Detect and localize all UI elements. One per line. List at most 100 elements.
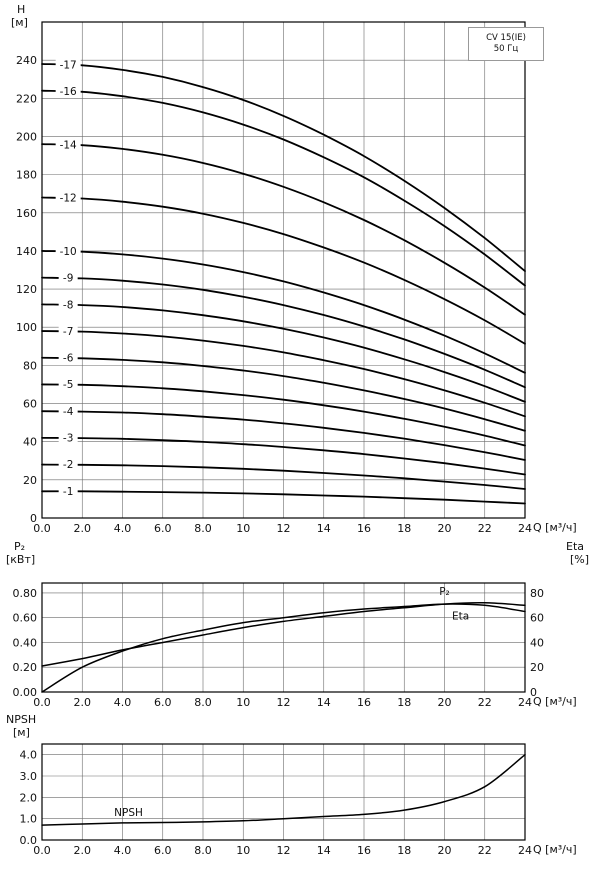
eta-axis-label-symbol: Eta [566, 540, 585, 553]
curve-label-NPSH: NPSH [114, 807, 143, 819]
svg-text:40: 40 [530, 636, 544, 649]
head-q-axis-label: Q [м³/ч] [533, 521, 577, 534]
svg-text:40: 40 [23, 436, 37, 449]
chart-p2eta: 0.0 2.0 4.0 6.0 8.0 10 12 14 16 18 20 22 24 0.00 0.20 0… [13, 582, 545, 709]
svg-text:80: 80 [530, 587, 544, 600]
svg-text:60: 60 [530, 612, 544, 625]
svg-text:4.0: 4.0 [20, 749, 38, 762]
curve--3 [41, 436, 526, 476]
svg-text:180: 180 [16, 169, 37, 182]
grid-head [41, 22, 526, 519]
svg-text:0.0: 0.0 [20, 834, 38, 847]
curve-label-Eta: Eta [452, 611, 469, 623]
curve-label--16: -16 [60, 86, 77, 98]
svg-text:160: 160 [16, 207, 37, 220]
svg-text:20: 20 [23, 474, 37, 487]
curve-label--3: -3 [63, 433, 73, 445]
svg-text:22: 22 [478, 522, 492, 535]
svg-text:4.0: 4.0 [114, 696, 132, 709]
head-axis-label-unit: [м] [11, 16, 28, 29]
curve-label--6: -6 [63, 353, 74, 365]
curve-label--2: -2 [63, 459, 73, 471]
svg-text:14: 14 [317, 696, 331, 709]
curve-NPSH [41, 753, 526, 826]
head-axis-label-symbol: H [17, 3, 26, 16]
pump-model-text: CV 15(IE) [486, 33, 526, 43]
frame-p2eta [41, 582, 526, 693]
svg-text:18: 18 [397, 844, 411, 857]
svg-text:20: 20 [438, 696, 452, 709]
svg-text:2.0: 2.0 [74, 696, 92, 709]
curve-Eta [41, 603, 526, 693]
svg-text:14: 14 [317, 522, 331, 535]
svg-text:16: 16 [357, 522, 371, 535]
curve--2 [41, 463, 526, 490]
svg-text:0.80: 0.80 [13, 587, 38, 600]
curve-label--7: -7 [63, 326, 73, 338]
svg-text:6.0: 6.0 [154, 522, 172, 535]
svg-text:0.0: 0.0 [33, 696, 51, 709]
svg-text:2.0: 2.0 [74, 844, 92, 857]
curve-label--9: -9 [63, 273, 73, 285]
pump-model-annotation: CV 15(IE) 50 Гц [468, 27, 544, 61]
svg-text:0.0: 0.0 [33, 844, 51, 857]
svg-text:0.0: 0.0 [33, 522, 51, 535]
svg-text:24: 24 [518, 844, 532, 857]
tick-labels-npsh: 0.0 2.0 4.0 6.0 8.0 10 12 14 16 18 20 22 24 0.0 1.0 2.0… [20, 749, 533, 857]
svg-text:0: 0 [30, 512, 37, 525]
svg-text:18: 18 [397, 522, 411, 535]
curve-label--17: -17 [60, 59, 77, 71]
svg-text:200: 200 [16, 130, 37, 143]
svg-text:0.40: 0.40 [13, 636, 38, 649]
curve-label--4: -4 [63, 406, 74, 418]
curve--17 [41, 63, 526, 272]
curve--10 [41, 250, 526, 374]
svg-text:8.0: 8.0 [194, 522, 212, 535]
tick-labels-head: 0.0 2.0 4.0 6.0 8.0 10 12 14 16 18 20 22 24020406080… [16, 54, 532, 535]
svg-text:14: 14 [317, 844, 331, 857]
curve-label--14: -14 [60, 139, 77, 151]
svg-text:22: 22 [478, 844, 492, 857]
svg-text:2.0: 2.0 [74, 522, 92, 535]
p2-axis-label-unit: [кВт] [6, 553, 36, 566]
tick-labels-p2eta: 0.0 2.0 4.0 6.0 8.0 10 12 14 16 18 20 22 24 0.00 0.20 0… [13, 587, 545, 709]
curve-label--1: -1 [63, 486, 73, 498]
svg-text:100: 100 [16, 321, 37, 334]
curve-label--12: -12 [60, 193, 77, 205]
svg-text:12: 12 [277, 522, 291, 535]
svg-text:240: 240 [16, 54, 37, 67]
svg-text:4.0: 4.0 [114, 522, 132, 535]
curve-label--8: -8 [63, 299, 73, 311]
curve--12 [41, 196, 526, 345]
svg-text:220: 220 [16, 92, 37, 105]
curve--9 [41, 276, 526, 389]
svg-text:10: 10 [236, 696, 250, 709]
svg-text:18: 18 [397, 696, 411, 709]
frame-npsh [41, 743, 526, 841]
svg-text:0.60: 0.60 [13, 612, 38, 625]
curve-label--10: -10 [60, 246, 77, 258]
curve--4 [41, 410, 526, 461]
svg-text:0.20: 0.20 [13, 661, 38, 674]
curve--14 [41, 143, 526, 316]
svg-text:20: 20 [438, 522, 452, 535]
svg-text:12: 12 [277, 844, 291, 857]
npsh-axis-label-unit: [м] [13, 726, 30, 739]
curve-label--5: -5 [63, 379, 73, 391]
svg-text:16: 16 [357, 696, 371, 709]
curve--8 [41, 303, 526, 403]
eta-axis-label-unit: [%] [570, 553, 590, 566]
svg-text:10: 10 [236, 844, 250, 857]
svg-text:120: 120 [16, 283, 37, 296]
grid-p2eta [41, 583, 526, 693]
curve--1 [41, 490, 526, 505]
svg-text:3.0: 3.0 [20, 770, 38, 783]
curve-labels-p2eta: P₂ Eta [439, 586, 469, 622]
curve-label-P₂: P₂ [439, 586, 450, 598]
chart-head: 0.0 2.0 4.0 6.0 8.0 10 12 14 16 18 20 22 24020406080… [16, 21, 532, 535]
npsh-q-axis-label: Q [м³/ч] [533, 843, 577, 856]
curve-labels-npsh: NPSH [114, 807, 143, 819]
grid-npsh [41, 744, 526, 841]
